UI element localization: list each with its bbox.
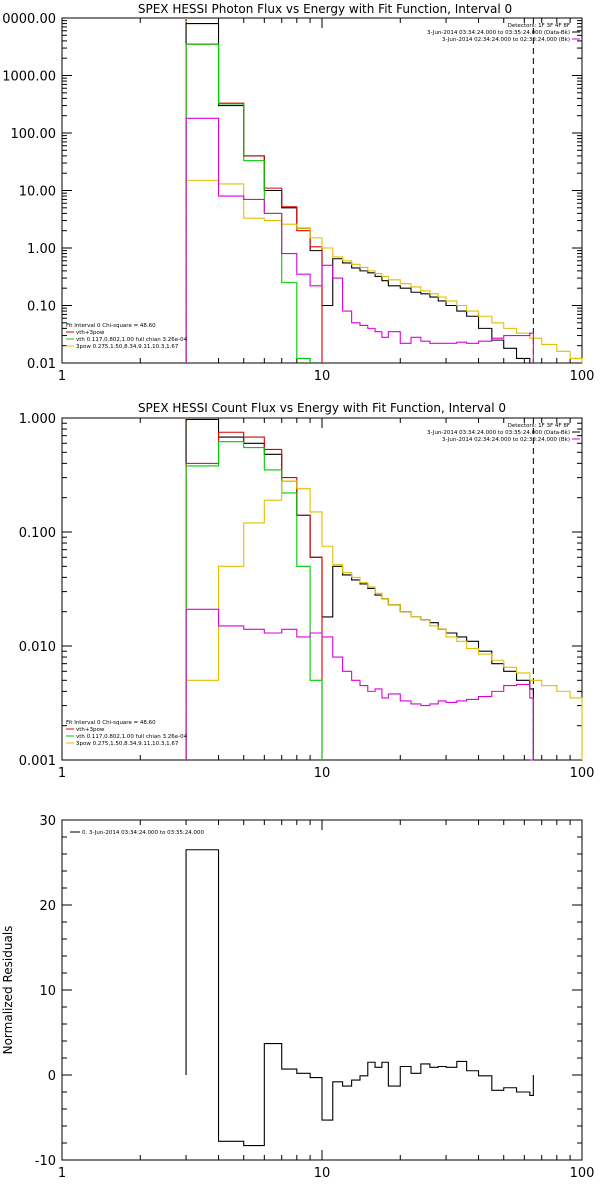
y-tick-label: 0000.00: [2, 12, 56, 27]
legend-left-entry: 3pow 0.275,1.50,8.34,9.11,10.3,1.67: [76, 741, 179, 747]
legend-left-entry: Fit Interval 0 Chi-square = 48.60: [66, 323, 156, 329]
legend-left-entry: Fit Interval 0 Chi-square = 48.60: [66, 720, 156, 726]
residuals-ylabel: Normalized Residuals: [1, 926, 15, 1055]
legend-left-entry: vth 0.117,0.802,1.00 full chian 3.26e-04: [76, 734, 188, 740]
y-tick-label: 100.00: [11, 127, 57, 142]
series-data-bk: [185, 23, 534, 364]
series-residuals: [185, 849, 534, 1147]
photon-flux-axes: 1 10 100 0000.00 1000.00 100.00 10.00 1.00 0.10 0…: [2, 12, 594, 384]
series-bk: [185, 117, 534, 363]
residuals-series: [185, 849, 534, 1147]
y-tick-label: 10: [39, 984, 56, 999]
y-tick-label: 0: [48, 1069, 56, 1084]
y-tick-label: 0.001: [19, 754, 56, 769]
y-tick-label: 0.010: [19, 640, 56, 655]
series-vth: [185, 43, 311, 363]
series-vth-3pow: [185, 431, 323, 760]
legend-right-entry: 3-Jun-2014 02:34:24.000 to 02:38:24.000 …: [442, 437, 570, 443]
y-tick-label: 0.10: [27, 300, 56, 315]
series-3pow: [185, 179, 583, 363]
legend-left-entry: 3pow 0.275,1.50,8.34,9.11,10.3,1.67: [76, 344, 179, 350]
legend-left-entry: vth+3pow: [76, 330, 105, 336]
count-flux-title: SPEX HESSI Count Flux vs Energy with Fit…: [138, 401, 506, 415]
y-tick-label: 0.01: [27, 357, 56, 372]
x-tick-label: 1: [58, 766, 66, 781]
x-tick-label: 10: [314, 369, 331, 384]
y-tick-label: 1.00: [27, 242, 56, 257]
legend-right-entry: 3-Jun-2014 02:34:24.000 to 02:38:24.000 …: [442, 37, 570, 43]
x-tick-label: 10: [314, 1166, 331, 1181]
y-tick-label: 1000.00: [2, 70, 56, 85]
residuals-legend: 0. 3-Jun-2014 03:34:24.000 to 03:35:24.0…: [70, 830, 205, 836]
legend-entry: 0. 3-Jun-2014 03:34:24.000 to 03:35:24.0…: [82, 830, 205, 836]
photon-flux-series: [185, 23, 583, 364]
count-flux-legend: Detectors: 1F 3F 4F 8F3-Jun-2014 03:34:2…: [66, 423, 580, 747]
series-vth: [185, 441, 323, 760]
y-tick-label: 20: [39, 899, 56, 914]
photon-flux-legend: Detectors: 1F 3F 4F 8F3-Jun-2014 03:34:2…: [66, 23, 580, 350]
x-tick-label: 100: [570, 369, 595, 384]
legend-left-entry: vth+3pow: [76, 727, 105, 733]
y-tick-label: 10.00: [19, 185, 56, 200]
x-tick-label: 100: [570, 766, 595, 781]
photon-flux-panel: SPEX HESSI Photon Flux vs Energy with Fi…: [2, 2, 594, 384]
legend-right-entry: 3-Jun-2014 03:34:24.000 to 03:35:24.000 …: [427, 30, 570, 36]
photon-flux-title: SPEX HESSI Photon Flux vs Energy with Fi…: [138, 2, 512, 16]
y-tick-label: 30: [39, 814, 56, 829]
legend-right-entry: Detectors: 1F 3F 4F 8F: [508, 423, 570, 429]
series-data-bk: [185, 418, 534, 760]
series-3pow: [185, 480, 583, 760]
legend-right-entry: Detectors: 1F 3F 4F 8F: [508, 23, 570, 29]
count-flux-series: [185, 418, 583, 761]
y-tick-label: 0.100: [19, 526, 56, 541]
legend-right-entry: 3-Jun-2014 03:34:24.000 to 03:35:24.000 …: [427, 430, 570, 436]
series-bk: [185, 608, 534, 760]
x-tick-label: 100: [570, 1166, 595, 1181]
count-flux-panel: SPEX HESSI Count Flux vs Energy with Fit…: [19, 401, 595, 781]
y-tick-label: -10: [35, 1154, 56, 1169]
y-tick-label: 1.000: [19, 412, 56, 427]
legend-left-entry: vth 0.117,0.802,1.00 full chian 3.26e-04: [76, 337, 188, 343]
x-tick-label: 1: [58, 369, 66, 384]
x-tick-label: 10: [314, 766, 331, 781]
x-tick-label: 1: [58, 1166, 66, 1181]
series-vth-3pow: [185, 43, 323, 363]
